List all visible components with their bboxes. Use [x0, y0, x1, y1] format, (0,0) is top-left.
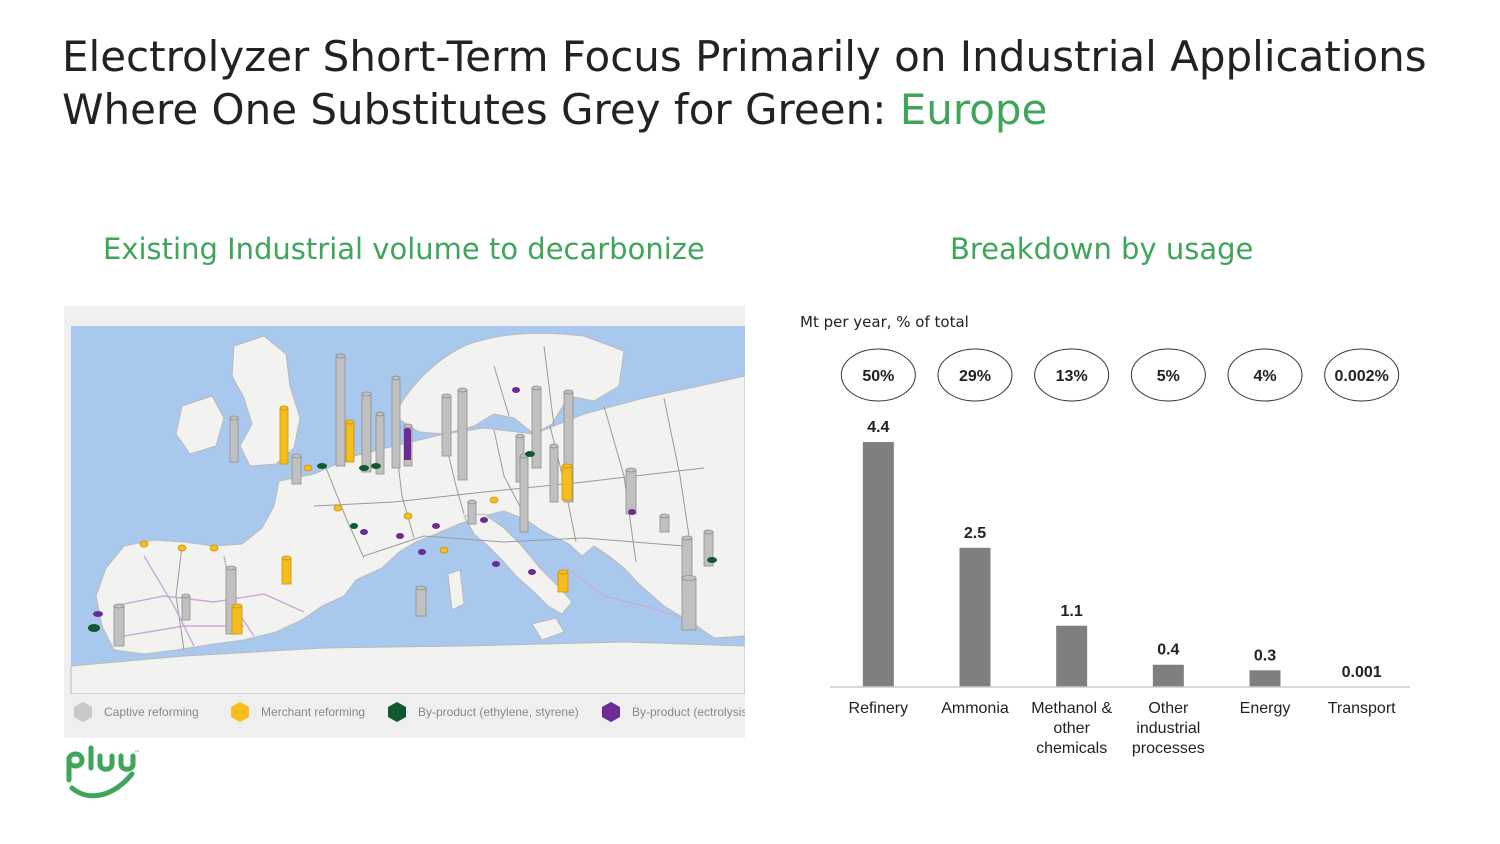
hexagon-icon — [602, 702, 620, 722]
share-label: 29% — [959, 368, 991, 385]
value-label: 1.1 — [1061, 603, 1083, 620]
right-section-heading: Breakdown by usage — [950, 232, 1254, 266]
category-label: processes — [1132, 740, 1205, 757]
category-label: Other — [1148, 700, 1189, 717]
category-label: chemicals — [1036, 740, 1107, 757]
hexagon-icon — [74, 702, 92, 722]
legend-label-captive: Captive reforming — [104, 705, 199, 719]
legend-label-merchant: Merchant reforming — [261, 705, 366, 719]
legend-item-captive: Captive reforming — [72, 698, 199, 726]
legend-swatch-merchant — [231, 702, 249, 722]
value-label: 0.3 — [1254, 647, 1276, 664]
share-bubble — [1034, 348, 1110, 402]
category-label: Transport — [1328, 700, 1396, 717]
share-bubble — [840, 348, 916, 402]
share-bubble — [937, 348, 1013, 402]
land-ireland — [175, 395, 225, 455]
share-bubble — [1227, 348, 1303, 402]
share-bubble — [1130, 348, 1206, 402]
slide-title: Electrolyzer Short-Term Focus Primarily … — [62, 30, 1462, 136]
captive-reforming-markers — [113, 353, 714, 647]
land-north-africa — [70, 641, 745, 694]
merchant-reforming-markers — [139, 405, 573, 635]
land-sardinia — [447, 569, 465, 611]
share-label: 4% — [1253, 368, 1276, 385]
legend-swatch-electrolysis — [602, 702, 620, 722]
bar — [1249, 670, 1281, 687]
legend-swatch-ethylene — [388, 702, 406, 722]
title-accent: Europe — [899, 85, 1048, 134]
value-label: 2.5 — [964, 525, 986, 542]
title-line-2: Where One Substitutes Grey for Green: Eu… — [62, 83, 1462, 136]
category-label: other — [1053, 720, 1090, 737]
category-label: Energy — [1240, 700, 1291, 717]
share-label: 50% — [862, 368, 894, 385]
map-legend: Captive reforming Merchant reforming By-… — [64, 694, 745, 734]
share-label: 5% — [1157, 368, 1180, 385]
land-scandinavia — [393, 332, 625, 435]
share-label: 0.002% — [1335, 368, 1389, 385]
land-mainland — [95, 375, 745, 655]
land-italy — [463, 513, 573, 615]
usage-bar-chart: Mt per year, % of total 50% 4.4 Refinery 29… — [800, 313, 1410, 757]
svg-text:™: ™ — [134, 750, 140, 757]
legend-label-electrolysis: By-product (ectrolysis) — [632, 705, 745, 719]
title-line-1: Electrolyzer Short-Term Focus Primarily … — [62, 32, 1427, 81]
bar — [959, 547, 991, 687]
left-section-heading: Existing Industrial volume to decarboniz… — [103, 232, 705, 266]
category-label: Ammonia — [941, 700, 1009, 717]
share-bubble — [1324, 348, 1400, 402]
legend-item-merchant: Merchant reforming — [229, 698, 365, 726]
land-sicily — [531, 617, 565, 641]
title-line-2-prefix: Where One Substitutes Grey for Green: — [62, 85, 900, 134]
value-label: 4.4 — [867, 419, 889, 436]
hexagon-icon — [388, 702, 406, 722]
by-product-ethylene-markers — [88, 451, 717, 632]
share-label: 13% — [1056, 368, 1088, 385]
category-label: Methanol & — [1031, 700, 1112, 717]
hexagon-icon — [231, 702, 249, 722]
bar — [1152, 664, 1184, 687]
europe-map — [64, 306, 745, 694]
legend-swatch-captive — [74, 702, 92, 722]
bar — [1056, 625, 1088, 687]
plug-logo: ™ — [66, 745, 140, 799]
by-product-electrolysis-markers — [93, 387, 636, 617]
value-label: 0.001 — [1342, 664, 1382, 681]
bar — [862, 442, 894, 687]
legend-item-ethylene: By-product (ethylene, styrene) — [386, 698, 579, 726]
legend-item-electrolysis: By-product (ectrolysis) — [600, 698, 745, 726]
legend-label-ethylene: By-product (ethylene, styrene) — [418, 705, 579, 719]
category-label: industrial — [1136, 720, 1200, 737]
category-label: Refinery — [849, 700, 909, 717]
value-label: 0.4 — [1157, 642, 1179, 659]
europe-map-panel: Captive reforming Merchant reforming By-… — [64, 306, 745, 738]
chart-unit-label: Mt per year, % of total — [800, 313, 969, 331]
